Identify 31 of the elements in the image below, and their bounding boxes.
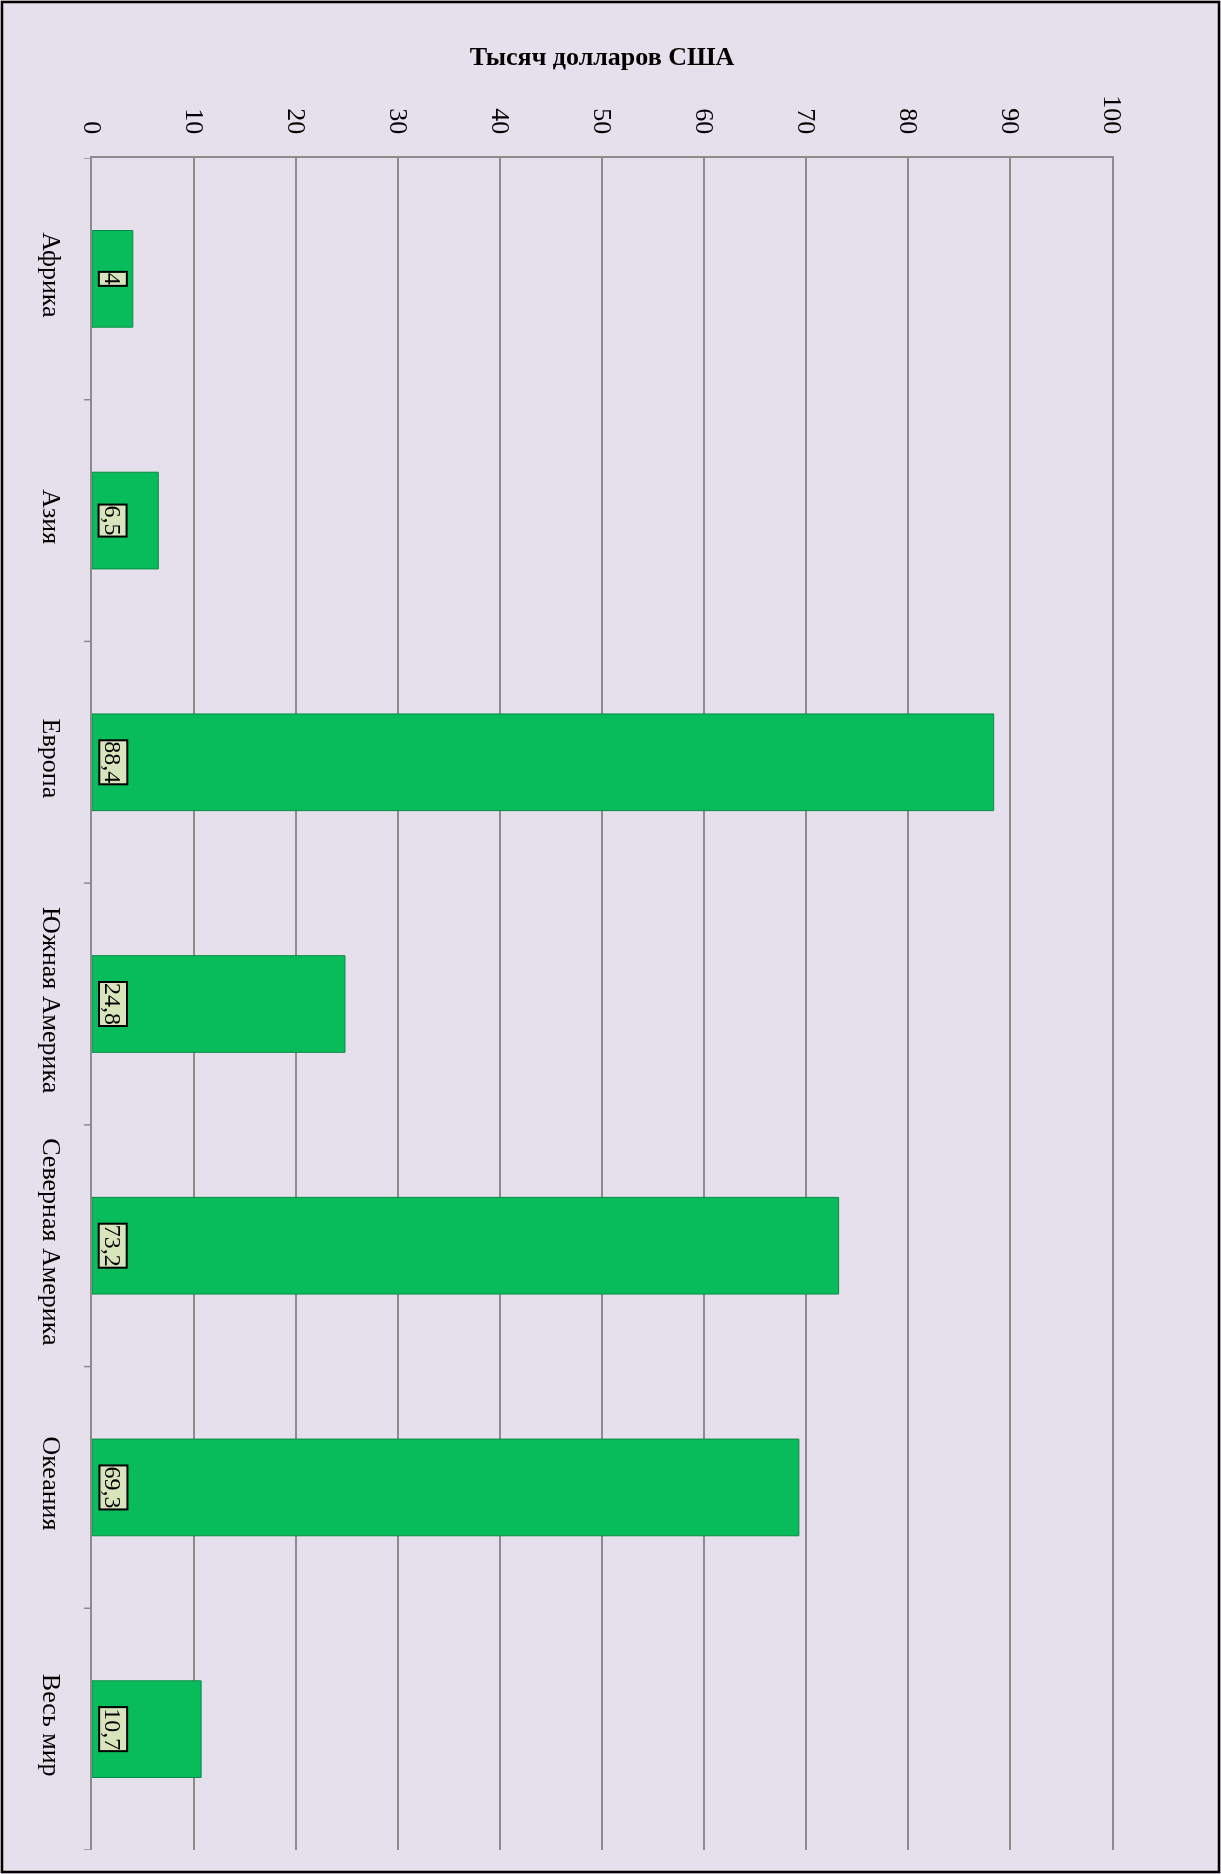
x-tick-label: 50 — [587, 108, 617, 135]
y-tick-label: Европа — [37, 718, 67, 799]
data-label: 73,2 — [99, 1224, 126, 1267]
x-tick-label: 20 — [281, 108, 311, 135]
data-label: 24,8 — [100, 983, 126, 1025]
x-tick-label: 10 — [179, 108, 209, 135]
x-tick-label: 100 — [1097, 95, 1127, 135]
y-tick-label: Африка — [37, 232, 67, 319]
y-tick-label: Азия — [37, 489, 67, 545]
bar — [92, 230, 134, 328]
data-label: 6,5 — [99, 505, 126, 536]
data-label: 4 — [99, 272, 126, 285]
y-tick-label: Океания — [37, 1436, 67, 1531]
x-axis-title: Тысяч долларов США — [469, 42, 735, 72]
x-tick-label: 70 — [791, 108, 821, 135]
x-tick-label: 60 — [689, 108, 719, 135]
y-tick-label: Весь мир — [37, 1673, 67, 1777]
data-label: 69,3 — [100, 1466, 127, 1509]
y-tick-label: Южная Америка — [37, 906, 67, 1094]
x-tick-label: 30 — [383, 108, 413, 135]
x-tick-label: 0 — [77, 121, 107, 135]
bar — [92, 713, 995, 812]
bar — [92, 1196, 840, 1295]
x-tick-label: 90 — [995, 108, 1025, 135]
y-tick-label: Северная Америка — [37, 1138, 67, 1346]
data-label: 88,4 — [100, 741, 127, 784]
data-label: 10,7 — [100, 1708, 127, 1751]
bar — [92, 955, 346, 1053]
x-tick-label: 80 — [893, 108, 923, 135]
bar — [92, 1438, 800, 1537]
x-tick-label: 40 — [485, 108, 515, 135]
